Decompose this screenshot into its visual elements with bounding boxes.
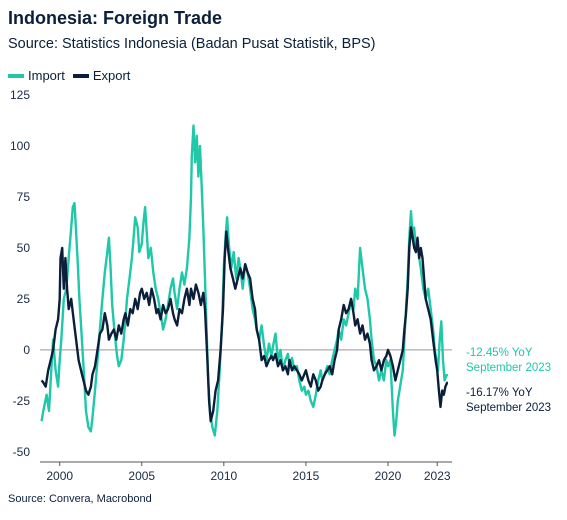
y-tick-label: 25 [17, 292, 31, 306]
import-annotation-date: September 2023 [466, 362, 551, 374]
y-tick-label: 0 [23, 343, 30, 357]
legend-item-export[interactable]: Export [72, 68, 131, 83]
y-tick-label: -50 [13, 445, 31, 459]
x-tick-label: 2020 [375, 469, 402, 483]
y-tick-label: 50 [17, 241, 31, 255]
x-tick-label: 2015 [293, 469, 320, 483]
chart-axes: 125 100 75 50 25 0 -25 -50 2000 2005 2010 2015 2020 2… [10, 88, 452, 483]
legend-swatch-import [8, 73, 24, 78]
chart-lines [40, 124, 449, 437]
export-annotation-value: -16.17% YoY [466, 387, 533, 399]
series-line-import [40, 124, 448, 437]
series-line-export [40, 226, 449, 423]
legend-label-import: Import [28, 68, 65, 83]
import-annotation-value: -12.45% YoY [466, 347, 533, 359]
y-tick-label: 100 [10, 139, 30, 153]
y-tick-label: -25 [13, 394, 31, 408]
legend-label-export: Export [92, 68, 131, 83]
legend-swatch-export [72, 73, 89, 78]
chart-annotations: -12.45% YoY September 2023 -16.17% YoY Sept… [466, 347, 551, 414]
chart-subtitle: Source: Statistics Indonesia (Badan Pusa… [8, 36, 376, 52]
x-tick-label: 2000 [46, 469, 73, 483]
export-annotation-date: September 2023 [466, 402, 551, 414]
chart-source: Source: Convera, Macrobond [8, 493, 152, 505]
legend-item-import[interactable]: Import [8, 68, 65, 83]
x-tick-label: 2010 [210, 469, 237, 483]
chart-legend: Import Export [8, 68, 130, 83]
chart-title: Indonesia: Foreign Trade [8, 8, 223, 28]
x-tick-label: 2005 [128, 469, 155, 483]
y-tick-label: 75 [17, 190, 31, 204]
y-tick-label: 125 [10, 88, 30, 102]
x-tick-label: 2023 [424, 469, 451, 483]
